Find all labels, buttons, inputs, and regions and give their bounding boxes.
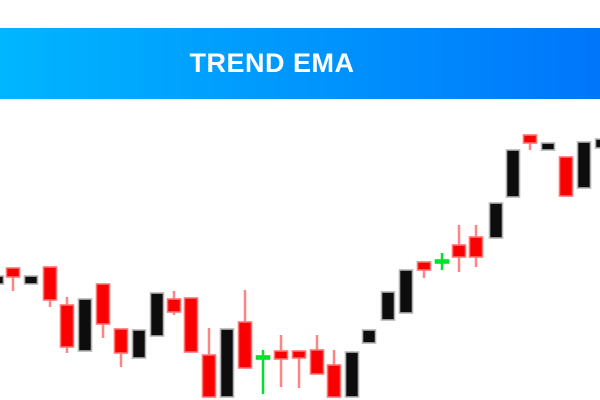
header-banner: TREND EMA xyxy=(0,28,600,99)
candle xyxy=(0,275,5,285)
candle xyxy=(77,298,93,352)
candle xyxy=(522,134,538,150)
candle xyxy=(237,290,253,369)
candle xyxy=(416,261,432,278)
candle xyxy=(166,291,182,315)
candle xyxy=(149,292,165,337)
candle xyxy=(113,328,129,367)
candle xyxy=(95,283,111,338)
candle xyxy=(326,350,342,398)
candle xyxy=(505,149,521,198)
candle xyxy=(201,328,217,398)
candle xyxy=(380,291,396,321)
candle xyxy=(361,329,377,344)
candle xyxy=(5,267,21,291)
candle xyxy=(594,138,600,149)
doji-candle xyxy=(255,350,271,394)
candle xyxy=(540,142,556,151)
candle xyxy=(131,329,147,359)
candle xyxy=(273,335,289,387)
candle xyxy=(468,225,484,267)
candle xyxy=(451,225,467,272)
candle xyxy=(219,328,235,398)
candle xyxy=(558,156,574,197)
candle xyxy=(59,297,75,353)
candle xyxy=(398,269,414,314)
doji-candle xyxy=(434,253,450,270)
candle xyxy=(42,266,58,307)
candle xyxy=(183,297,199,353)
candle xyxy=(344,351,360,398)
candle xyxy=(309,335,325,375)
candle xyxy=(23,275,39,285)
candle xyxy=(291,350,307,388)
banner-title: TREND EMA xyxy=(189,48,355,78)
candle xyxy=(488,202,504,239)
candle xyxy=(576,141,592,189)
